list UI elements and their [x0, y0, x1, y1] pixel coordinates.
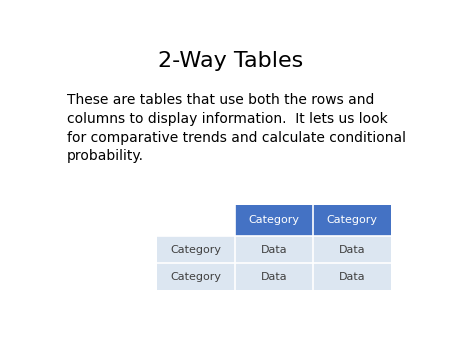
- Text: Category: Category: [171, 272, 222, 282]
- Bar: [158, 236, 235, 263]
- Text: Category: Category: [327, 215, 378, 225]
- Bar: [313, 204, 391, 236]
- Text: Data: Data: [261, 245, 288, 255]
- Text: Data: Data: [339, 272, 365, 282]
- Bar: [235, 263, 313, 290]
- Bar: [158, 263, 235, 290]
- Text: Category: Category: [248, 215, 300, 225]
- Text: Category: Category: [171, 245, 222, 255]
- Bar: [235, 204, 313, 236]
- Text: Data: Data: [339, 245, 365, 255]
- Text: 2-Way Tables: 2-Way Tables: [158, 51, 303, 71]
- Bar: [235, 236, 313, 263]
- Bar: [313, 236, 391, 263]
- Text: These are tables that use both the rows and
columns to display information.  It : These are tables that use both the rows …: [67, 93, 406, 164]
- Bar: [313, 263, 391, 290]
- Text: Data: Data: [261, 272, 288, 282]
